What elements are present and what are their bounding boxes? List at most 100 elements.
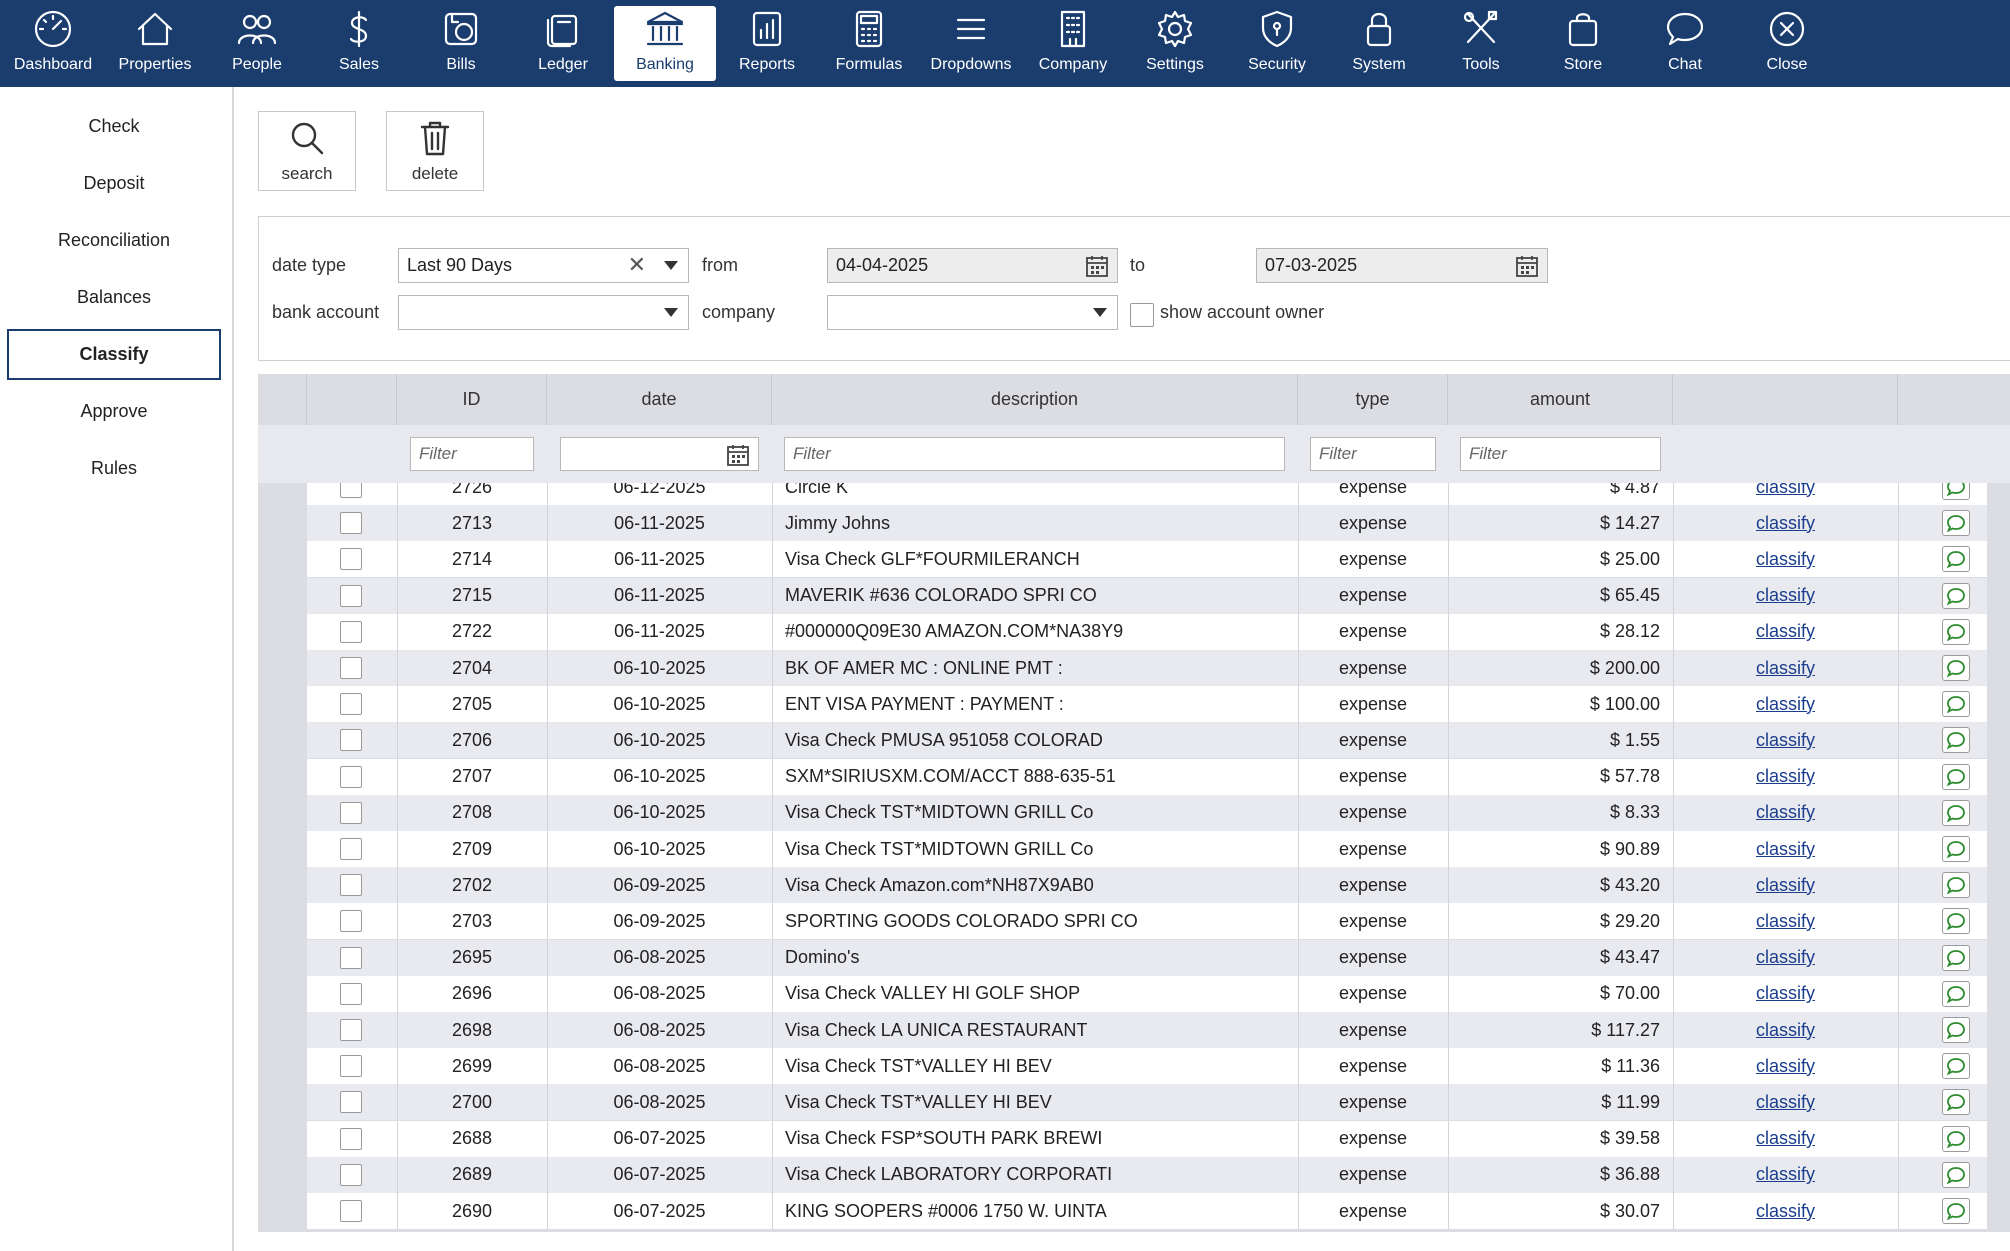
from-date-input[interactable]: 04-04-2025 — [827, 248, 1118, 283]
row-select-checkbox[interactable] — [340, 1019, 362, 1041]
row-select-checkbox[interactable] — [340, 1055, 362, 1078]
table-row[interactable]: 2726 06-12-2025 Circle K expense $ 4.87 class… — [307, 483, 1987, 505]
nav-sales[interactable]: Sales — [308, 0, 410, 87]
row-select-checkbox[interactable] — [340, 584, 362, 607]
clear-icon[interactable]: ✕ — [627, 252, 646, 277]
chevron-down-icon[interactable] — [664, 308, 678, 317]
table-row[interactable]: 2715 06-11-2025 MAVERIK #636 COLORADO SPRI… — [307, 577, 1987, 614]
row-select-checkbox[interactable] — [340, 657, 362, 679]
chevron-down-icon[interactable] — [1093, 308, 1107, 317]
table-row[interactable]: 2713 06-11-2025 Jimmy Johns expense $ 14.27 c… — [307, 505, 1987, 542]
classify-link[interactable]: classify — [1755, 983, 1815, 1004]
row-select-checkbox[interactable] — [340, 483, 362, 498]
calendar-icon[interactable] — [1085, 254, 1109, 278]
id-filter-input[interactable]: Filter — [410, 437, 534, 471]
table-row[interactable]: 2702 06-09-2025 Visa Check Amazon.com*NH87… — [307, 867, 1987, 904]
nav-properties[interactable]: Properties — [104, 0, 206, 87]
comment-button[interactable] — [1942, 980, 1970, 1007]
classify-link[interactable]: classify — [1755, 512, 1815, 533]
classify-link[interactable]: classify — [1755, 1164, 1815, 1185]
classify-link[interactable]: classify — [1755, 1091, 1815, 1112]
to-date-input[interactable]: 07-03-2025 — [1256, 248, 1548, 283]
nav-security[interactable]: Security — [1226, 0, 1328, 87]
classify-link[interactable]: classify — [1755, 621, 1815, 642]
classify-link[interactable]: classify — [1755, 1055, 1815, 1076]
nav-banking[interactable]: Banking — [614, 6, 716, 81]
row-select-checkbox[interactable] — [340, 1127, 362, 1150]
comment-button[interactable] — [1942, 799, 1970, 826]
nav-tools[interactable]: Tools — [1430, 0, 1532, 87]
search-button[interactable]: search — [258, 111, 356, 191]
comment-button[interactable] — [1942, 546, 1970, 573]
show-account-owner-checkbox[interactable] — [1130, 303, 1154, 327]
comment-button[interactable] — [1942, 510, 1970, 537]
comment-button[interactable] — [1942, 872, 1970, 899]
classify-link[interactable]: classify — [1755, 1200, 1815, 1221]
table-row[interactable]: 2689 06-07-2025 Visa Check LABORATORY CORP… — [307, 1156, 1987, 1193]
sidebar-item-reconciliation[interactable]: Reconciliation — [57, 230, 171, 250]
delete-button[interactable]: delete — [386, 111, 484, 191]
row-select-checkbox[interactable] — [340, 874, 362, 897]
description-filter-input[interactable]: Filter — [784, 437, 1285, 471]
date-type-select[interactable]: Last 90 Days ✕ — [398, 248, 689, 283]
table-row[interactable]: 2700 06-08-2025 Visa Check TST*VALLEY HI B… — [307, 1084, 1987, 1121]
calendar-icon[interactable] — [1515, 254, 1539, 278]
header-amount[interactable]: amount — [1448, 374, 1673, 425]
table-row[interactable]: 2698 06-08-2025 Visa Check LA UNICA RESTAU… — [307, 1012, 1987, 1048]
bank-account-select[interactable] — [398, 295, 689, 330]
comment-button[interactable] — [1942, 1053, 1970, 1080]
classify-link[interactable]: classify — [1755, 483, 1815, 497]
comment-button[interactable] — [1942, 691, 1970, 718]
nav-close[interactable]: Close — [1736, 0, 1838, 87]
classify-link[interactable]: classify — [1755, 1019, 1815, 1040]
row-select-checkbox[interactable] — [340, 729, 362, 752]
comment-button[interactable] — [1942, 655, 1970, 681]
row-select-checkbox[interactable] — [340, 548, 362, 571]
comment-button[interactable] — [1942, 1017, 1970, 1043]
row-select-checkbox[interactable] — [340, 512, 362, 535]
classify-link[interactable]: classify — [1755, 910, 1815, 931]
classify-link[interactable]: classify — [1755, 548, 1815, 569]
classify-link[interactable]: classify — [1755, 1128, 1815, 1149]
date-filter-input[interactable] — [560, 437, 759, 471]
chevron-down-icon[interactable] — [664, 261, 678, 270]
table-row[interactable]: 2709 06-10-2025 Visa Check TST*MIDTOWN GRI… — [307, 831, 1987, 867]
classify-link[interactable]: classify — [1755, 729, 1815, 750]
nav-dropdowns[interactable]: Dropdowns — [920, 0, 1022, 87]
nav-store[interactable]: Store — [1532, 0, 1634, 87]
nav-reports[interactable]: Reports — [716, 0, 818, 87]
table-row[interactable]: 2708 06-10-2025 Visa Check TST*MIDTOWN GRI… — [307, 794, 1987, 831]
classify-link[interactable]: classify — [1755, 693, 1815, 714]
comment-button[interactable] — [1942, 1198, 1970, 1224]
table-row[interactable]: 2707 06-10-2025 SXM*SIRIUSXM.COM/ACCT 888-… — [307, 758, 1987, 795]
nav-company[interactable]: Company — [1022, 0, 1124, 87]
nav-chat[interactable]: Chat — [1634, 0, 1736, 87]
row-select-checkbox[interactable] — [340, 801, 362, 824]
row-select-checkbox[interactable] — [340, 946, 362, 969]
row-select-checkbox[interactable] — [340, 910, 362, 933]
header-date[interactable]: date — [547, 374, 772, 425]
table-row[interactable]: 2705 06-10-2025 ENT VISA PAYMENT : PAYMENT… — [307, 686, 1987, 723]
classify-link[interactable]: classify — [1755, 947, 1815, 968]
table-row[interactable]: 2704 06-10-2025 BK OF AMER MC : ONLINE PMT… — [307, 650, 1987, 686]
table-row[interactable]: 2722 06-11-2025 #000000Q09E30 AMAZON.COM*N… — [307, 613, 1987, 650]
header-type[interactable]: type — [1298, 374, 1448, 425]
comment-button[interactable] — [1942, 908, 1970, 935]
sidebar-item-check[interactable]: Check — [88, 116, 140, 136]
table-row[interactable]: 2690 06-07-2025 KING SOOPERS #0006 1750 W.… — [307, 1193, 1987, 1229]
comment-button[interactable] — [1942, 944, 1970, 971]
comment-button[interactable] — [1942, 1125, 1970, 1152]
sidebar-item-deposit[interactable]: Deposit — [83, 173, 145, 193]
comment-button[interactable] — [1942, 582, 1970, 609]
row-select-checkbox[interactable] — [340, 765, 362, 788]
table-row[interactable]: 2714 06-11-2025 Visa Check GLF*FOURMILERAN… — [307, 541, 1987, 578]
sidebar-item-balances[interactable]: Balances — [76, 287, 152, 307]
header-description[interactable]: description — [772, 374, 1298, 425]
sidebar-item-classify[interactable]: Classify — [7, 329, 221, 380]
row-select-checkbox[interactable] — [340, 1091, 362, 1114]
nav-dashboard[interactable]: Dashboard — [2, 0, 104, 87]
comment-button[interactable] — [1942, 836, 1970, 862]
nav-settings[interactable]: Settings — [1124, 0, 1226, 87]
classify-link[interactable]: classify — [1755, 838, 1815, 859]
classify-link[interactable]: classify — [1755, 802, 1815, 823]
